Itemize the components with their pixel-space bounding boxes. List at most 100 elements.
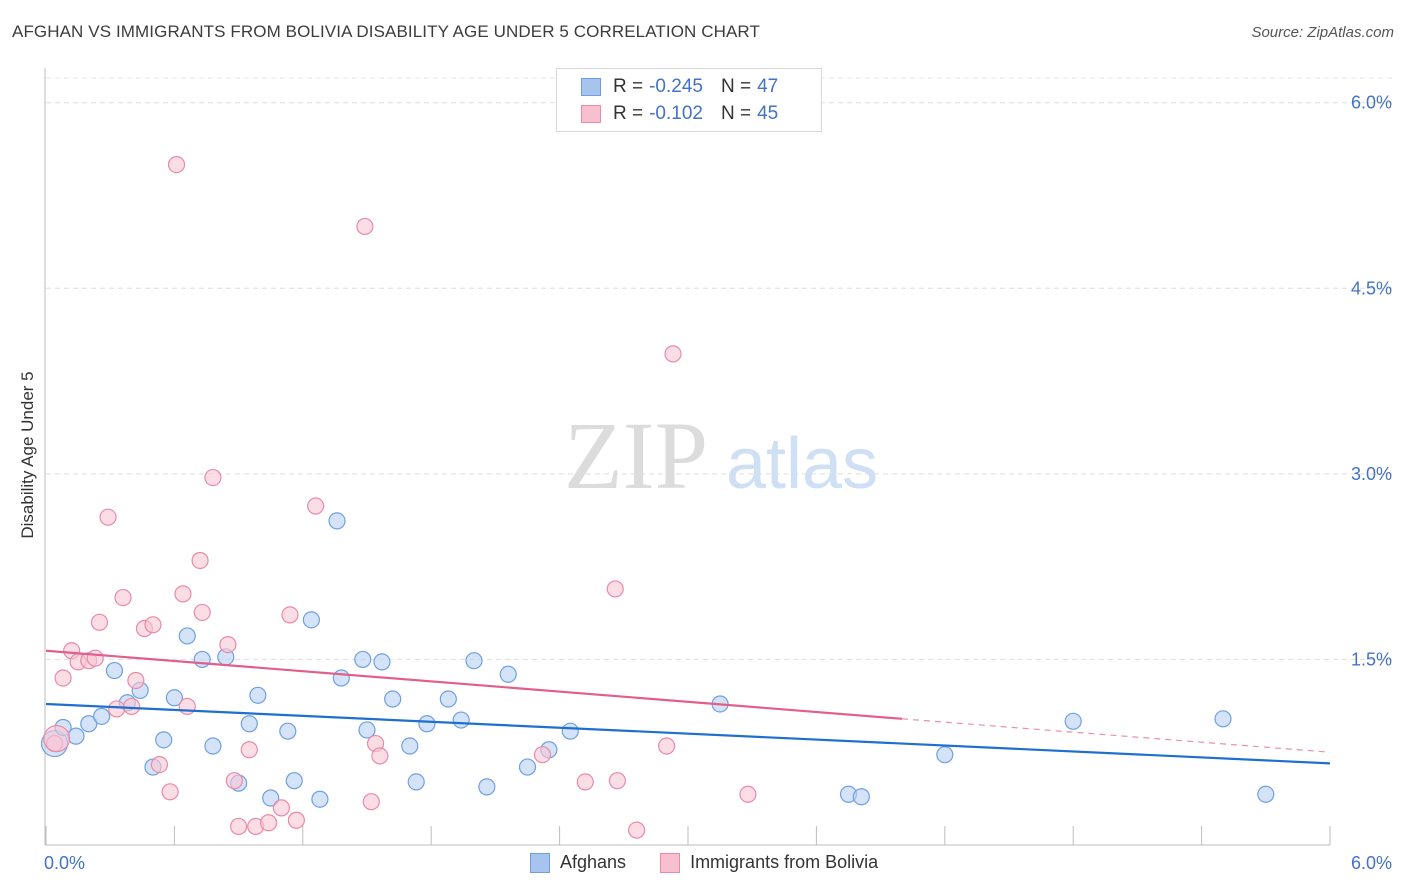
bolivia-point	[167, 155, 186, 174]
bolivia-point	[356, 217, 374, 236]
y-tick-label: 6.0%	[1351, 93, 1392, 113]
y-tick-label: 4.5%	[1351, 278, 1392, 298]
bolivia-point	[628, 821, 646, 839]
watermark-atlas: atlas	[726, 424, 878, 504]
bolivia-point	[739, 785, 757, 803]
legend: R = -0.245 N = 47 R = -0.102 N = 45	[556, 68, 822, 132]
x-tick-label: 6.0%	[1351, 853, 1392, 873]
y-tick-label: 1.5%	[1351, 649, 1392, 669]
afghans-point	[240, 715, 258, 733]
bolivia-point	[114, 588, 132, 607]
bolivia-point	[225, 772, 243, 790]
legend-row-afghans: R = -0.245 N = 47	[581, 75, 778, 99]
afghans-point	[518, 758, 537, 776]
bolivia-point	[204, 468, 222, 487]
legend-item-bolivia[interactable]: Immigrants from Bolivia	[660, 852, 878, 873]
trend-lines	[45, 649, 1331, 765]
bolivia-point	[307, 497, 325, 515]
bolivia-point	[362, 793, 380, 811]
bolivia-point	[533, 746, 552, 764]
afghans-point	[262, 789, 280, 807]
afghans-point	[439, 690, 457, 708]
bolivia-point	[90, 613, 109, 631]
bolivia-point	[108, 700, 126, 718]
y-axis-label: Disability Age Under 5	[18, 371, 37, 538]
bolivia-point	[123, 697, 141, 716]
y-tick-label: 3.0%	[1351, 464, 1392, 484]
afghans-point	[249, 686, 267, 704]
afghans-point	[452, 711, 470, 729]
bolivia-point	[193, 603, 211, 622]
legend-row-bolivia: R = -0.102 N = 45	[581, 102, 778, 126]
legend-r-value: -0.245	[649, 76, 703, 97]
afghans-point	[358, 721, 376, 739]
afghans-point	[418, 715, 436, 733]
afghans-point	[478, 778, 496, 796]
afghans-point	[354, 650, 372, 669]
afghans-point	[279, 722, 297, 740]
grid-lines	[46, 77, 1392, 660]
bolivia-point	[576, 773, 594, 791]
source-label: Source: ZipAtlas.com	[1251, 24, 1394, 41]
legend-n-value: 47	[757, 76, 779, 97]
afghans-point	[302, 611, 320, 629]
bolivia-point	[150, 755, 169, 774]
bolivia-point	[608, 772, 626, 790]
afghans-point	[155, 731, 173, 749]
legend-swatch-bolivia	[660, 852, 681, 873]
bolivia-point	[191, 551, 209, 570]
afghans-point	[936, 746, 954, 764]
afghans-point	[67, 727, 85, 745]
legend-n-label: N =	[720, 103, 752, 124]
bolivia-trend-line	[45, 649, 903, 720]
bolivia-point	[161, 783, 179, 801]
afghans-point	[193, 650, 211, 669]
afghans-point	[285, 772, 303, 790]
afghans-point	[165, 689, 183, 707]
bolivia-point	[259, 814, 278, 832]
legend-r-value: -0.102	[649, 103, 703, 124]
afghans-point	[401, 737, 419, 755]
bolivia-point	[219, 635, 237, 654]
bolivia-point	[240, 741, 258, 759]
afghans-trend-line	[45, 702, 1331, 765]
bolivia-point	[54, 669, 72, 687]
legend-swatch-afghans	[530, 852, 550, 873]
legend-r-label: R =	[613, 103, 644, 124]
afghans-point	[1064, 712, 1082, 730]
watermark: ZIP atlas	[564, 402, 878, 509]
tick-labels: 1.5% 3.0% 4.5% 6.0% 0.0% 6.0%	[44, 93, 1392, 873]
bolivia-trend-extension	[901, 718, 1331, 753]
bolivia-point	[606, 580, 624, 598]
afghans-point	[204, 737, 222, 755]
bolivia-point	[230, 817, 248, 836]
afghans-point	[499, 665, 517, 683]
afghans-point	[105, 661, 124, 680]
afghans-point	[80, 715, 98, 733]
legend-n-value: 45	[757, 103, 779, 124]
bolivia-point	[127, 671, 145, 690]
bolivia-point	[657, 737, 676, 755]
legend-r-label: R =	[613, 76, 644, 97]
legend-swatch-afghans	[581, 78, 601, 96]
bolivia-point	[174, 585, 192, 603]
x-tick-label: 0.0%	[44, 853, 85, 873]
bolivia-point	[272, 799, 290, 817]
bolivia-point	[281, 606, 299, 624]
afghans-point	[328, 512, 346, 530]
afghans-point	[384, 690, 402, 708]
afghans-point	[561, 722, 579, 740]
bolivia-point	[144, 616, 162, 634]
afghans-point	[407, 773, 425, 791]
axes	[44, 68, 1331, 846]
bottom-legend: Afghans Immigrants from Bolivia	[530, 852, 912, 873]
legend-swatch-bolivia	[581, 105, 601, 123]
afghans-point	[311, 790, 329, 808]
afghans-point	[332, 669, 350, 687]
legend-item-afghans[interactable]: Afghans	[530, 852, 626, 873]
legend-label-bolivia: Immigrants from Bolivia	[690, 852, 879, 872]
bolivia-point	[86, 649, 104, 667]
afghans-point	[1214, 710, 1232, 728]
bolivia-point	[664, 345, 682, 363]
